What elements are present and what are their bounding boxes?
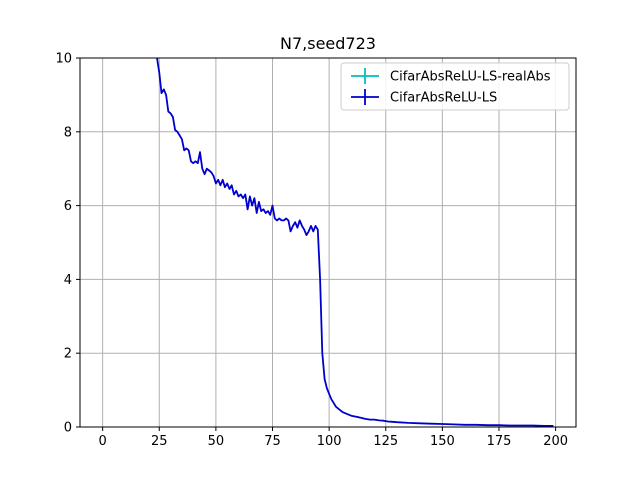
y-tick-label: 10 [55, 52, 72, 67]
plot-lines [156, 58, 554, 427]
legend-label: CifarAbsReLU-LS [390, 91, 497, 106]
x-tick-label: 75 [264, 434, 281, 449]
y-tick-label: 2 [64, 347, 72, 362]
x-tick-label: 125 [373, 434, 398, 449]
x-tick-label: 100 [317, 434, 342, 449]
legend-entry-1: CifarAbsReLU-LS [351, 89, 497, 106]
axes-frame [79, 57, 577, 428]
chart-title: N7,seed723 [280, 34, 376, 53]
legend-entry-0: CifarAbsReLU-LS-realAbs [351, 68, 551, 85]
x-tick-label: 50 [208, 434, 225, 449]
y-tick-label: 6 [64, 199, 72, 214]
series-line-1 [156, 58, 554, 427]
legend: CifarAbsReLU-LS-realAbs CifarAbsReLU-LS [340, 62, 570, 111]
x-axis: 0 25 50 75 100 125 150 175 200 [99, 427, 568, 449]
x-tick-label: 175 [487, 434, 512, 449]
y-axis: 0 2 4 6 8 10 [55, 52, 80, 436]
y-tick-label: 8 [64, 125, 72, 140]
x-tick-label: 200 [543, 434, 568, 449]
legend-box [340, 62, 570, 111]
legend-label: CifarAbsReLU-LS-realAbs [390, 70, 551, 85]
x-tick-label: 0 [99, 434, 107, 449]
y-tick-label: 0 [64, 421, 72, 436]
x-tick-label: 150 [430, 434, 455, 449]
x-tick-label: 25 [151, 434, 168, 449]
y-tick-label: 4 [64, 273, 72, 288]
